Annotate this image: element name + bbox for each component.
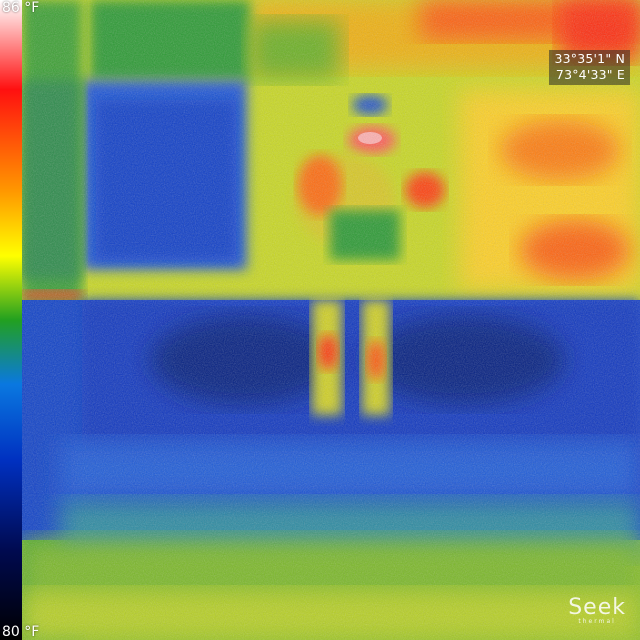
brand-name: Seek — [568, 595, 626, 620]
gps-latitude: 33°35'1" N — [554, 51, 625, 66]
brand-logo: Seek thermal — [568, 595, 626, 626]
gps-coordinates: 33°35'1" N 73°4'33" E — [549, 50, 630, 85]
brand-subtitle: thermal — [578, 618, 616, 625]
temperature-scale-bar — [0, 0, 22, 640]
scale-min-label: 80 °F — [2, 624, 40, 640]
scale-max-label: 86 °F — [2, 0, 40, 16]
gps-longitude: 73°4'33" E — [555, 67, 625, 82]
